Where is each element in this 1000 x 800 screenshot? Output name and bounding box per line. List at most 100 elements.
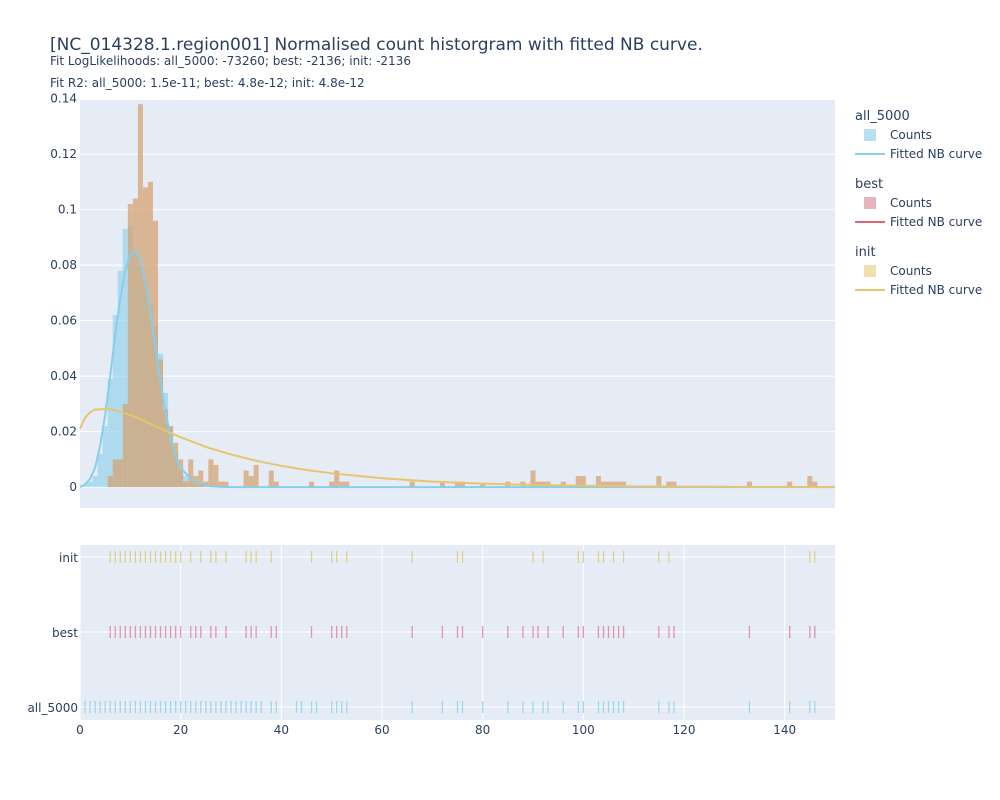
histogram-y-tick-label: 0.06	[50, 314, 77, 328]
histogram-bar-init	[329, 481, 335, 488]
histogram-bar-init	[188, 459, 194, 488]
histogram-y-tick-label: 0	[69, 480, 77, 494]
histogram-bar-init	[178, 459, 184, 488]
histogram-bar-all_5000	[92, 476, 98, 488]
chart-title: [NC_014328.1.region001] Normalised count…	[50, 35, 703, 55]
histogram-bar-init	[142, 187, 148, 488]
legend-item-label[interactable]: Counts	[890, 196, 932, 210]
rug-category-label: best	[52, 626, 78, 640]
histogram-bar-init	[147, 181, 153, 488]
rug-category-label: init	[59, 551, 78, 565]
rug-marks	[84, 551, 816, 713]
histogram-bar-init	[575, 476, 581, 488]
histogram-bar-init	[671, 481, 677, 488]
histogram-bar-init	[621, 481, 627, 488]
legend-item-label[interactable]: Counts	[890, 264, 932, 278]
x-tick-label: 20	[173, 723, 188, 737]
histogram-bar-init	[253, 464, 259, 488]
histogram-bar-init	[208, 459, 214, 488]
histogram-bar-init	[122, 403, 128, 488]
histogram-bar-init	[168, 426, 174, 488]
histogram-bar-all_5000	[117, 270, 123, 488]
histogram-y-tick-label: 0.1	[58, 203, 77, 217]
histogram-bar-init	[127, 204, 133, 488]
x-tick-label: 60	[374, 723, 389, 737]
histogram-bar-init	[173, 442, 179, 488]
histogram-bar-init	[787, 481, 793, 488]
histogram-plot-area	[80, 100, 835, 508]
histogram-bar-init	[605, 481, 612, 488]
x-tick-label: 120	[673, 723, 696, 737]
histogram-bar-init	[560, 481, 566, 488]
histogram-bar-init	[137, 104, 143, 488]
histogram-bar-init	[616, 481, 622, 488]
histogram-y-tick-label: 0.12	[50, 147, 77, 161]
histogram-bar-init	[480, 484, 486, 488]
histogram-bar-init	[163, 409, 169, 488]
histogram-y-tick-label: 0.02	[50, 425, 77, 439]
histogram-bar-all_5000	[87, 481, 93, 488]
legend-item-label[interactable]: Fitted NB curve	[890, 147, 982, 161]
histogram-bar-init	[183, 481, 189, 488]
histogram-y-tick-label: 0.14	[50, 92, 77, 106]
histogram-bar-init	[243, 470, 249, 488]
legend-item-label[interactable]: Counts	[890, 128, 932, 142]
histogram-bar-init	[107, 476, 113, 488]
legend-group-title: all_5000	[855, 109, 910, 124]
histogram-bar-init	[666, 481, 672, 488]
legend-swatch-box[interactable]	[864, 265, 876, 277]
histogram-y-tick-label: 0.04	[50, 369, 77, 383]
histogram-bar-init	[273, 481, 279, 488]
histogram-bar-all_5000	[102, 426, 108, 488]
histogram-bar-init	[611, 481, 617, 488]
histogram-bar-init	[812, 481, 818, 488]
histogram-bar-all_5000	[122, 229, 128, 488]
legend-group-title: init	[855, 245, 876, 260]
fitted-curve-init	[79, 407, 836, 489]
histogram-bar-init	[409, 481, 415, 488]
histogram-bar-all_5000	[107, 378, 113, 488]
histogram-bar-init	[339, 481, 345, 488]
histogram-bar-init	[746, 481, 752, 488]
legend: all_5000 Counts Fitted NB curve best Counts F…	[855, 109, 982, 297]
histogram-bar-init	[344, 481, 350, 488]
x-tick-label: 100	[572, 723, 595, 737]
histogram-bar-all_5000	[112, 315, 118, 488]
x-tick-label: 0	[76, 723, 84, 737]
histogram-bar-init	[460, 481, 466, 488]
histogram-bar-init	[132, 198, 138, 488]
rug-x-tick-labels: 0 20 40 60 80 100 120 140	[76, 723, 796, 737]
histogram-bar-init	[600, 481, 606, 488]
legend-item-label[interactable]: Fitted NB curve	[890, 283, 982, 297]
histogram-bar-init	[213, 464, 219, 488]
histogram-bar-init	[117, 459, 123, 488]
legend-swatch-box[interactable]	[864, 129, 876, 141]
legend-swatch-box[interactable]	[864, 197, 876, 209]
legend-group-title: best	[855, 177, 883, 192]
histogram-bar-init	[198, 470, 204, 488]
histogram-bar-init	[334, 470, 340, 488]
fitted-curve-all_5000	[79, 249, 835, 489]
histogram-bar-init	[656, 476, 662, 488]
histogram-bar-init	[218, 481, 224, 488]
histogram-bar-init	[807, 476, 813, 488]
histogram-bars	[82, 104, 818, 488]
histogram-bar-all_5000	[97, 453, 103, 488]
x-tick-label: 140	[773, 723, 796, 737]
chart-subtitle-loglik: Fit LogLikelihoods: all_5000: -73260; be…	[50, 54, 411, 68]
histogram-bar-init	[309, 481, 315, 488]
histogram-fitted-curves	[79, 249, 836, 489]
chart-subtitle-r2: Fit R2: all_5000: 1.5e-11; best: 4.8e-12…	[50, 76, 365, 90]
histogram-bar-init	[158, 359, 164, 488]
histogram-bar-init	[268, 470, 274, 488]
histogram-bar-init	[580, 476, 586, 488]
legend-item-label[interactable]: Fitted NB curve	[890, 215, 982, 229]
rug-category-label: all_5000	[27, 701, 78, 715]
histogram-bar-init	[595, 476, 601, 488]
histogram-bar-init	[530, 470, 536, 488]
histogram-y-tick-label: 0.08	[50, 258, 77, 272]
histogram-bar-init	[454, 481, 461, 488]
histogram-bar-init	[223, 481, 229, 488]
histogram-bar-init	[248, 476, 254, 488]
